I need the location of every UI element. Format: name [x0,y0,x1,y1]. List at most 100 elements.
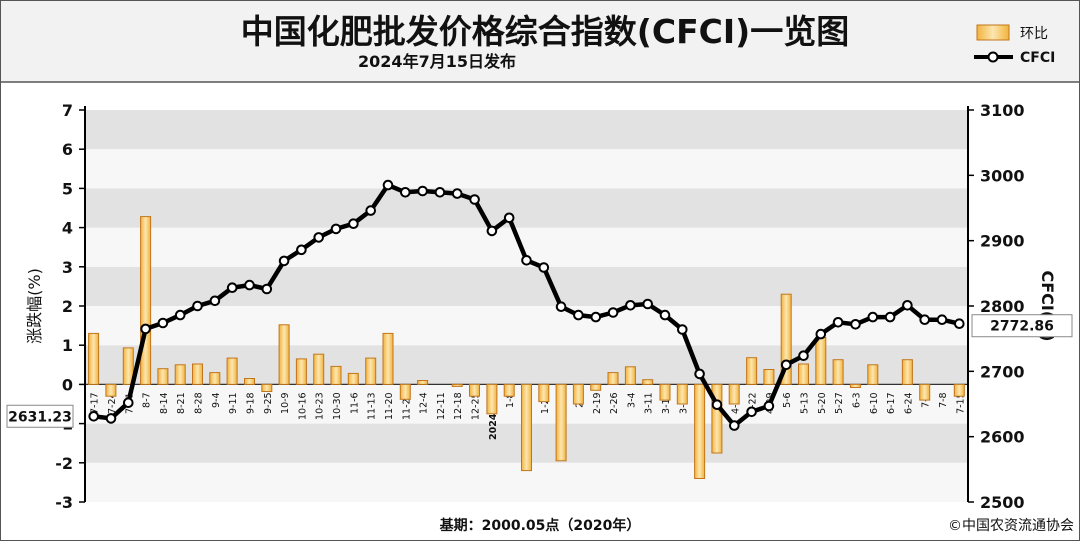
left-tick-label: 3 [62,258,73,277]
bar-3-4 [624,366,636,385]
cfci-point-6-10 [867,311,879,323]
cfci-point-10-16 [296,244,307,256]
copyright-note: ©中国农资流通协会 [948,518,1074,534]
bar-10-9 [278,324,290,385]
bar-3-25 [676,383,688,405]
annotations: 2631.23 2772.86 [6,314,1073,428]
cfci-point-4-22 [746,406,757,418]
bar-8-28 [192,363,203,385]
bar-6-3 [849,383,861,388]
bar-1-22 [538,383,550,403]
cfci-point-2-19 [590,311,602,323]
bar-8-7 [140,216,152,385]
x-tick-label: 4-22 [748,392,759,414]
bar-5-27 [832,359,844,385]
legend: 环比 CFCI [974,24,1055,66]
cfci-point-5-6 [780,359,792,371]
cfci-point-1-29 [555,301,567,313]
bar-5-20 [815,336,827,385]
bar-12-25 [469,383,480,397]
x-tick-label: 10-30 [332,392,343,420]
cfci-point-9-18 [244,279,255,291]
cfci-point-8-14 [157,317,169,329]
cfci-point-6-24 [902,300,913,311]
bar-2-26 [607,372,619,385]
x-tick-label: 7-24 [107,392,118,414]
x-tick-label: 12-4 [419,392,430,414]
header-band [1,1,1079,82]
cfci-point-1-22 [538,262,550,273]
cfci-point-5-27 [832,317,844,328]
x-tick-label: 2024-1-1 [488,392,499,440]
x-tick-label: 6-24 [903,392,914,414]
cfci-point-9-11 [226,282,238,294]
bar-3-18 [659,383,671,401]
grid-band [85,149,968,189]
cfci-point-12-25 [469,194,480,205]
last-value-box [971,314,1073,338]
x-tick-label: 7-17 [90,392,101,414]
left-axis-title: 涨跌幅(%) [25,268,44,344]
bar-12-18 [451,383,463,387]
bar-2024-1-1 [486,383,498,415]
left-tick-label: 7 [62,101,73,120]
bar-9-25 [261,383,273,392]
bar-4-1 [694,383,706,479]
x-tick-label: 9-11 [228,392,239,414]
bar-4-29 [763,369,775,385]
bar-7-24 [105,383,117,397]
cfci-point-1-15 [521,254,532,266]
x-tick-label: 10-16 [297,392,308,420]
cfci-point-10-30 [330,223,342,235]
bar-10-16 [295,358,307,385]
cfci-point-4-1 [694,368,705,380]
x-tick-label: 10-9 [280,392,291,414]
legend-bar-swatch [976,24,1010,41]
bar-8-14 [157,368,169,385]
cfci-point-7-15 [954,318,965,330]
bar-11-6 [347,372,359,385]
bar-1-29 [555,383,567,462]
x-tick-label: 6-17 [886,392,897,414]
cfci-point-11-6 [348,218,359,229]
cfci-point-2-26 [607,307,619,318]
legend-line-label: CFCI [1020,50,1055,66]
bar-10-23 [313,353,325,385]
x-tick-label: 6-3 [852,392,863,408]
cfci-point-12-18 [451,188,463,199]
base-period-note: 基期：2000.05点（2020年） [440,517,641,534]
right-tick-label: 2900 [980,232,1025,251]
bar-10-30 [330,365,342,385]
left-tick-label: 4 [62,219,73,238]
x-tick-label: 2-26 [609,392,620,414]
left-tick-label: 1 [62,336,73,355]
cfci-point-10-9 [278,255,290,267]
chart-subtitle: 2024年7月15日发布 [358,52,516,71]
x-tick-label: 3-18 [661,392,672,414]
cfci-line-series [88,179,965,431]
x-tick-label: 12-18 [453,392,464,420]
x-tick-label: 6-10 [869,392,880,414]
left-tick-label: 6 [62,140,73,159]
grid-band [85,188,968,228]
x-tick-label: 3-11 [644,392,655,414]
right-tick-label: 3100 [980,101,1025,120]
cfci-point-2024-1-1 [486,225,498,237]
cfci-point-7-1 [919,314,931,326]
cfci-point-7-24 [105,413,117,424]
last-value-label: 2772.86 [990,319,1054,335]
cfci-point-4-29 [763,400,775,412]
left-tick-label: -2 [55,454,73,473]
x-tick-label: 1-22 [540,392,551,414]
bar-9-18 [244,378,255,385]
cfci-point-3-25 [677,324,688,335]
cfci-point-10-23 [313,232,325,243]
bar-2-5 [572,383,584,405]
bar-9-11 [226,357,238,385]
cfci-point-9-4 [209,295,221,307]
cfci-point-4-8 [711,399,723,411]
bar-1-8 [503,383,515,397]
bar-5-6 [780,293,792,385]
x-tick-label: 5-13 [800,392,811,414]
